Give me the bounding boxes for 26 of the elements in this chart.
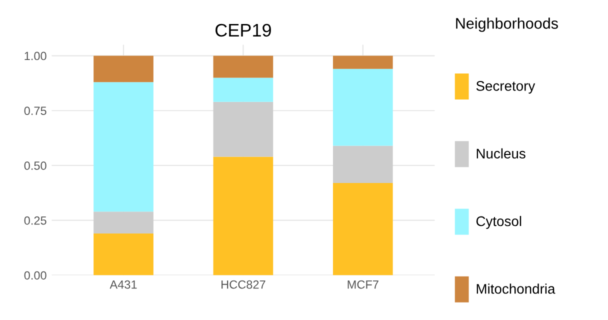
bar <box>213 56 274 78</box>
bar <box>94 56 154 82</box>
bar <box>94 212 154 234</box>
legend-title: Neighborhoods <box>456 18 558 32</box>
bar <box>213 78 274 102</box>
bar <box>332 146 393 184</box>
legend-label: Nucleus <box>476 148 526 159</box>
bar <box>94 234 154 276</box>
legend-label: Mitochondria <box>476 284 556 294</box>
bar <box>332 183 393 276</box>
x-tick-label: MCF7 <box>348 280 378 289</box>
y-tick-label: 0.75 <box>24 106 46 116</box>
bar <box>213 156 274 276</box>
legend-label: Secretory <box>476 81 536 94</box>
bar <box>332 56 393 69</box>
y-tick-label: 0.50 <box>24 162 46 170</box>
bar <box>332 68 393 146</box>
y-tick-label: 0.00 <box>24 271 46 280</box>
bar <box>94 82 154 212</box>
x-tick-label: A431 <box>110 280 137 289</box>
x-tick-label: HCC827 <box>222 280 266 289</box>
bar <box>213 102 274 157</box>
chart-title: CEP19 <box>216 24 271 37</box>
legend-label: Cytosol <box>476 216 522 229</box>
y-tick-label: 0.25 <box>24 216 46 225</box>
y-tick-label: 1.00 <box>24 52 46 60</box>
